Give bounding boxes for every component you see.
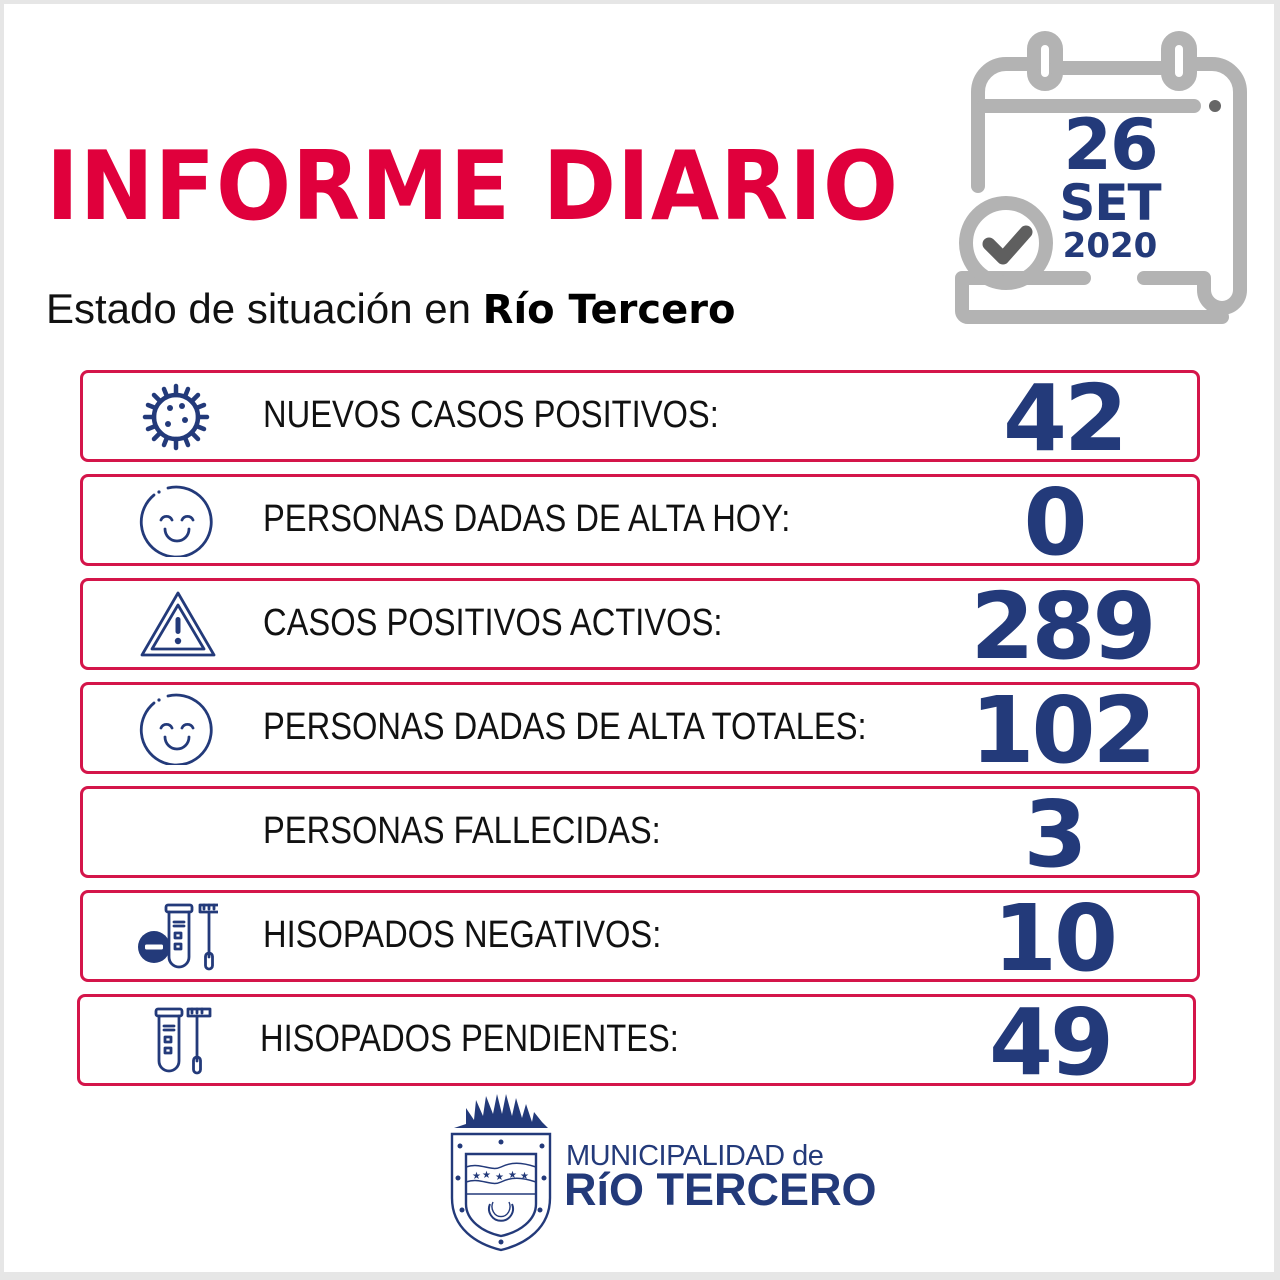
svg-text:★: ★ xyxy=(472,1171,481,1182)
stat-row-new-positive: NUEVOS CASOS POSITIVOS: 42 xyxy=(80,365,1200,472)
subtitle-prefix: Estado de situación en xyxy=(46,285,483,332)
stat-label: PERSONAS DADAS DE ALTA HOY: xyxy=(263,498,791,540)
stat-value: 10 xyxy=(992,885,1118,992)
stat-label: CASOS POSITIVOS ACTIVOS: xyxy=(263,602,723,644)
page-title: INFORME DIARIO xyxy=(46,132,899,242)
stat-label: HISOPADOS NEGATIVOS: xyxy=(263,914,662,956)
stat-value: 3 xyxy=(1023,781,1087,888)
virus-icon xyxy=(142,383,210,451)
stat-row-negative-swabs: HISOPADOS NEGATIVOS: 10 xyxy=(80,885,1200,992)
stat-label: PERSONAS FALLECIDAS: xyxy=(263,810,661,852)
smiley-icon xyxy=(139,693,213,765)
page-subtitle: Estado de situación en Río Tercero xyxy=(46,282,735,337)
stat-label: PERSONAS DADAS DE ALTA TOTALES: xyxy=(263,706,867,748)
svg-text:★: ★ xyxy=(520,1171,529,1182)
calendar-check-icon xyxy=(955,31,1247,324)
stat-value: 102 xyxy=(970,677,1156,784)
stat-row-discharged-today: PERSONAS DADAS DE ALTA HOY: 0 xyxy=(80,469,1200,576)
smiley-icon xyxy=(139,485,213,557)
svg-text:★: ★ xyxy=(495,1172,504,1183)
stat-value: 289 xyxy=(970,573,1156,680)
stat-value: 42 xyxy=(1002,365,1128,472)
svg-text:★: ★ xyxy=(482,1170,491,1181)
stat-row-discharged-total: PERSONAS DADAS DE ALTA TOTALES: 102 xyxy=(80,677,1200,784)
calendar-day: 26 xyxy=(1063,104,1158,186)
subtitle-place: Río Tercero xyxy=(482,287,736,333)
calendar-year: 2020 xyxy=(1062,226,1158,266)
test-tube-swab-icon xyxy=(154,1007,212,1075)
municipal-shield-icon: ★ ★ ★ ★ ★ xyxy=(450,1094,552,1252)
footer-city-line: RíO TERCERO xyxy=(564,1164,877,1215)
footer-municipality-line: MUNICIPALIDAD de xyxy=(566,1140,824,1172)
stat-row-active-cases: CASOS POSITIVOS ACTIVOS: 289 xyxy=(80,573,1200,680)
stat-row-deceased: PERSONAS FALLECIDAS: 3 xyxy=(80,781,1200,888)
warning-icon xyxy=(140,591,216,657)
stat-label: HISOPADOS PENDIENTES: xyxy=(260,1018,679,1060)
calendar-month: SET xyxy=(1059,174,1161,232)
stat-value: 49 xyxy=(988,989,1114,1096)
stat-label: NUEVOS CASOS POSITIVOS: xyxy=(263,394,719,436)
stat-value: 0 xyxy=(1023,469,1087,576)
svg-text:★: ★ xyxy=(508,1170,517,1181)
test-tube-negative-icon xyxy=(138,903,218,971)
stat-row-pending-swabs: HISOPADOS PENDIENTES: 49 xyxy=(77,989,1196,1096)
